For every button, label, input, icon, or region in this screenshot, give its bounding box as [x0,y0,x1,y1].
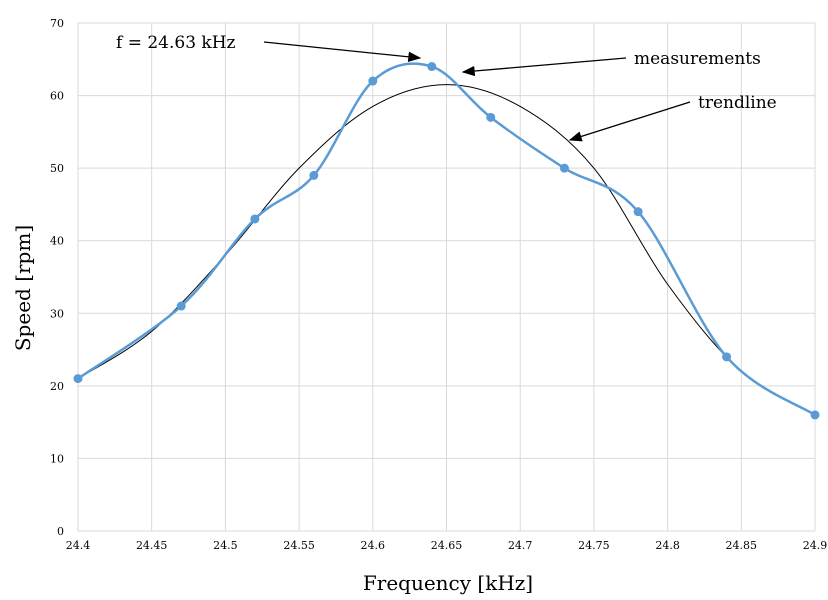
measurement-point [810,410,820,420]
y-tick-label: 50 [50,162,64,175]
arrow-frequency [263,41,422,62]
x-tick-label: 24.4 [66,539,91,552]
y-tick-label: 60 [50,90,64,103]
series-trendline [77,84,816,416]
measurement-point [250,214,260,224]
x-tick-label: 24.45 [136,539,168,552]
annotation-measurements: measurements [634,49,761,69]
x-tick-label: 24.75 [578,539,610,552]
measurement-point [176,301,186,311]
x-tick-label: 24.55 [283,539,315,552]
x-tick-label: 24.8 [655,539,680,552]
measurement-point [368,76,378,86]
x-tick-label: 24.85 [726,539,758,552]
y-tick-label: 10 [50,452,64,465]
y-tick-label: 20 [50,380,64,393]
y-tick-label: 40 [50,235,64,248]
x-tick-label: 24.5 [213,539,238,552]
x-axis-label: Frequency [kHz] [363,571,533,595]
x-tick-label: 24.6 [361,539,386,552]
arrow-trendline [568,101,691,142]
annotation-frequency: f = 24.63 kHz [116,33,236,53]
measurement-point [633,207,643,217]
y-tick-label: 30 [50,307,64,320]
measurement-point [427,62,437,72]
series-layer [73,62,820,420]
x-tick-label: 24.65 [431,539,463,552]
y-axis-label: Speed [rpm] [11,225,35,351]
measurement-point [309,170,319,180]
x-tick-label: 24.9 [803,539,828,552]
annotation-trendline: trendline [698,93,777,113]
grid [77,22,816,532]
measurement-point [559,163,569,173]
measurement-point [722,352,732,362]
y-tick-label: 0 [57,525,64,538]
x-tick-label: 24.7 [508,539,533,552]
y-tick-label: 70 [50,17,64,30]
x-tick-labels: 24.4 24.45 24.5 24.55 24.6 24.65 24.7 24.75 24.8… [66,539,828,552]
measurement-point [486,112,496,122]
annotations: f = 24.63 kHz measurements trendline [116,33,777,142]
arrow-measurements [461,57,627,77]
y-tick-labels: 0 10 20 30 40 50 60 70 [50,17,64,538]
measurement-point [73,374,83,384]
